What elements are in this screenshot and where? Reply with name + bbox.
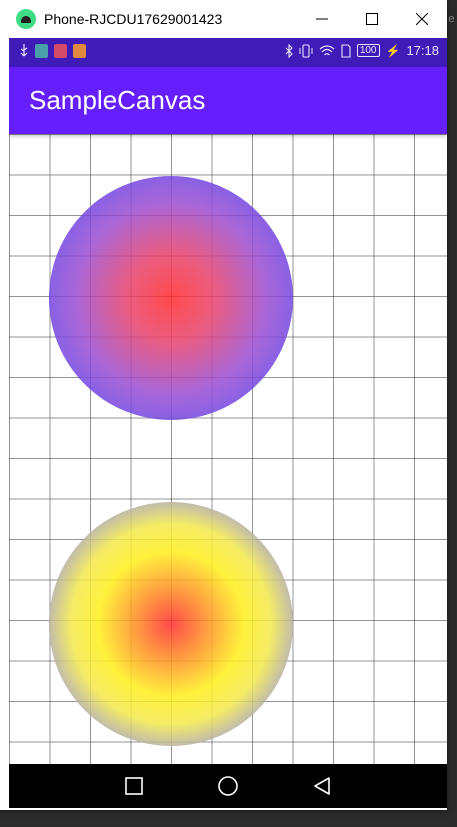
phone-screen: 100 ⚡ 17:18 SampleCanvas: [9, 38, 447, 808]
charging-icon: ⚡: [385, 43, 401, 58]
minimize-button[interactable]: [297, 0, 347, 38]
app-notification-icon: [35, 44, 48, 58]
wifi-icon: [319, 44, 335, 55]
navigation-bar: [9, 764, 447, 808]
home-button[interactable]: [216, 774, 240, 798]
emulator-window: Phone-RJCDU17629001423 100 ⚡: [0, 0, 447, 810]
chart-notification-icon: [54, 44, 67, 58]
app-notification-icon: [73, 44, 86, 58]
bluetooth-icon: [285, 43, 293, 58]
minimize-icon: [316, 18, 328, 20]
maximize-button[interactable]: [347, 0, 397, 38]
window-titlebar[interactable]: Phone-RJCDU17629001423: [0, 0, 447, 38]
usb-icon: [20, 44, 28, 57]
maximize-icon: [366, 13, 378, 25]
app-bar: SampleCanvas: [9, 67, 447, 134]
sim-icon: [341, 43, 351, 58]
sample-canvas[interactable]: [9, 134, 447, 764]
back-triangle-icon: [314, 777, 330, 795]
vibrate-icon: [299, 43, 313, 58]
circle-yellow-blue: [49, 502, 293, 746]
window-title: Phone-RJCDU17629001423: [44, 11, 223, 27]
ide-text-fragment: e: [448, 12, 455, 25]
close-icon: [416, 13, 428, 25]
recents-button[interactable]: [122, 774, 146, 798]
circle-red-blue: [49, 176, 293, 420]
status-right-icons: 100 ⚡ 17:18: [285, 43, 439, 58]
home-circle-icon: [218, 776, 238, 796]
status-time: 17:18: [406, 43, 439, 58]
status-left-icons: [19, 44, 86, 58]
battery-level: 100: [356, 44, 380, 57]
back-button[interactable]: [310, 774, 334, 798]
app-title: SampleCanvas: [29, 85, 206, 115]
close-button[interactable]: [397, 0, 447, 38]
recents-square-icon: [125, 777, 143, 795]
status-bar: 100 ⚡ 17:18: [9, 38, 447, 67]
android-icon: [16, 9, 36, 29]
